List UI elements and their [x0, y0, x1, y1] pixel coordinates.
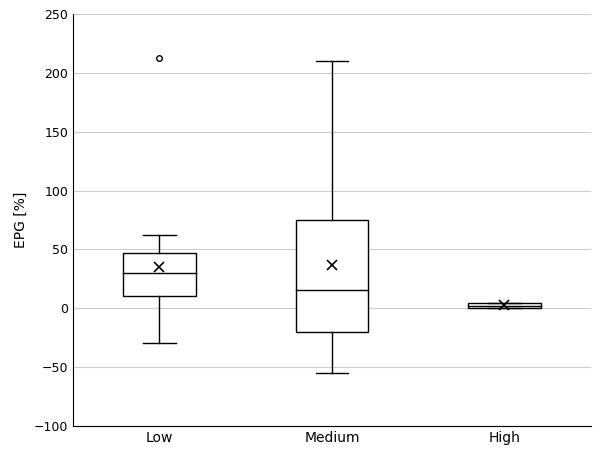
Bar [295, 220, 368, 332]
Y-axis label: EPG [%]: EPG [%] [14, 192, 28, 248]
Bar [123, 253, 195, 297]
Bar [468, 303, 541, 308]
